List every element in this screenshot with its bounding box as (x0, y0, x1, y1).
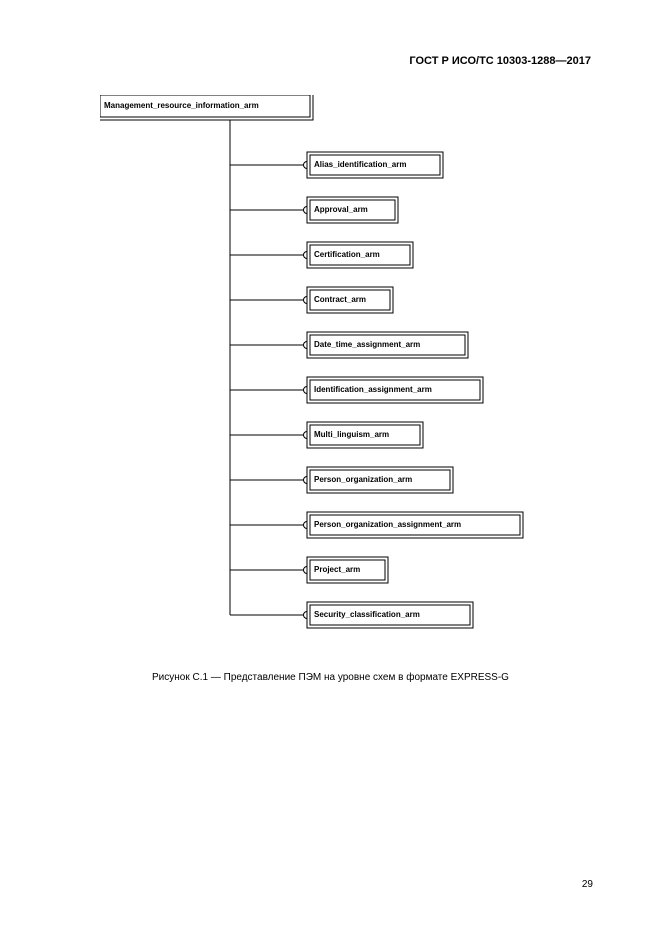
svg-text:Management_resource_informatio: Management_resource_information_arm (104, 101, 259, 110)
svg-text:Identification_assignment_arm: Identification_assignment_arm (314, 385, 432, 394)
page-number: 29 (582, 879, 593, 890)
svg-text:Date_time_assignment_arm: Date_time_assignment_arm (314, 340, 420, 349)
svg-text:Alias_identification_arm: Alias_identification_arm (314, 160, 406, 169)
svg-text:Person_organization_arm: Person_organization_arm (314, 475, 412, 484)
express-g-diagram: Management_resource_information_arm Alias… (100, 95, 610, 645)
document-page: ГОСТ Р ИСО/ТС 10303-1288—2017 Management… (0, 0, 661, 935)
svg-text:Multi_linguism_arm: Multi_linguism_arm (314, 430, 389, 439)
svg-text:Certification_arm: Certification_arm (314, 250, 380, 259)
svg-text:Contract_arm: Contract_arm (314, 295, 366, 304)
svg-text:Approval_arm: Approval_arm (314, 205, 368, 214)
figure-caption: Рисунок C.1 — Представление ПЭМ на уровн… (0, 672, 661, 683)
document-header: ГОСТ Р ИСО/ТС 10303-1288—2017 (409, 55, 591, 67)
svg-text:Security_classification_arm: Security_classification_arm (314, 610, 420, 619)
svg-text:Project_arm: Project_arm (314, 565, 360, 574)
svg-text:Person_organization_assignment: Person_organization_assignment_arm (314, 520, 461, 529)
